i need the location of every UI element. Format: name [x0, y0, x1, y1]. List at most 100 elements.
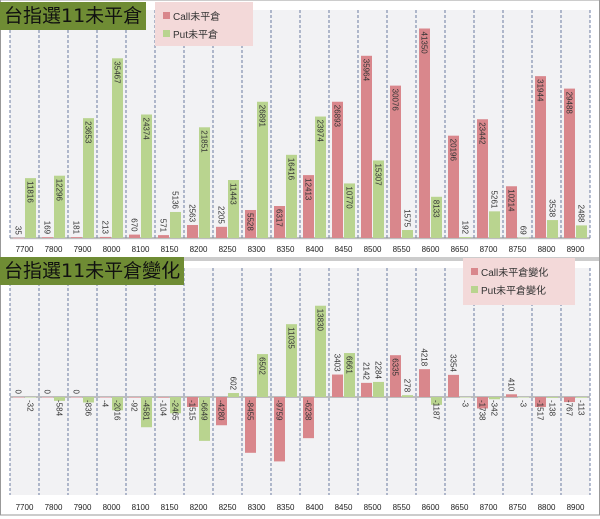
call-data-label: 23442	[478, 122, 487, 145]
x-tick-label: 8100	[132, 503, 150, 512]
x-tick-label: 8800	[538, 503, 556, 512]
put-data-label: 23974	[316, 120, 325, 143]
x-tick-label: 8100	[132, 245, 150, 254]
call-bar	[419, 28, 430, 239]
call-bar	[535, 397, 546, 408]
put-bar	[344, 183, 355, 238]
call-bar	[42, 397, 53, 398]
x-tick-label: 8900	[567, 245, 585, 254]
put-data-label: 11443	[229, 183, 238, 205]
x-tick-label: 8750	[509, 503, 527, 512]
call-data-label: -104	[159, 400, 168, 417]
put-data-label: 13830	[316, 309, 325, 332]
x-tick-label: 8350	[277, 503, 295, 512]
call-bar	[158, 397, 169, 398]
x-tick-label: 8600	[422, 503, 440, 512]
call-bar	[506, 186, 517, 238]
legend-item-call-change: Call未平倉變化	[471, 262, 567, 280]
call-bar	[245, 397, 256, 453]
call-bar	[448, 135, 459, 238]
call-bar	[390, 355, 401, 397]
x-tick-label: 8450	[335, 503, 353, 512]
x-tick-label: 8550	[393, 245, 411, 254]
x-tick-label: 8200	[190, 503, 208, 512]
put-bar	[199, 397, 210, 441]
put-bar	[518, 397, 529, 398]
put-bar	[83, 118, 94, 238]
call-bar	[216, 226, 227, 238]
put-bar	[83, 397, 94, 403]
put-bar	[547, 220, 558, 238]
put-data-label: 35467	[113, 61, 122, 84]
call-data-label: 26893	[333, 105, 342, 128]
call-bar	[332, 374, 343, 397]
put-bar	[141, 397, 152, 428]
put-bar	[170, 397, 181, 414]
call-swatch-icon	[471, 267, 478, 275]
x-tick-label: 8650	[451, 503, 469, 512]
put-bar	[286, 324, 297, 397]
call-data-label: 20196	[449, 139, 458, 162]
call-data-label: -9759	[275, 400, 284, 421]
call-data-label: 29488	[565, 92, 574, 115]
put-data-label: 11816	[26, 181, 35, 203]
put-data-label: -342	[490, 400, 499, 417]
call-bar	[477, 397, 488, 409]
put-bar	[402, 395, 413, 397]
call-data-label: -4	[101, 400, 110, 408]
call-data-label: 6317	[275, 209, 284, 227]
put-data-label: 24374	[142, 118, 151, 141]
call-bar	[245, 209, 256, 238]
x-tick-label: 7700	[16, 503, 34, 512]
put-data-label: 23653	[84, 121, 93, 144]
legend-label: Put未平倉	[173, 29, 219, 41]
call-bar	[361, 382, 372, 397]
call-data-label: 31944	[536, 79, 545, 102]
call-bar	[158, 235, 169, 238]
put-bar	[141, 114, 152, 238]
put-data-label: 278	[403, 379, 412, 393]
put-data-label: 2488	[577, 205, 586, 223]
x-tick-label: 8300	[248, 245, 266, 254]
call-data-label: -1515	[188, 400, 197, 421]
call-data-label: 12413	[304, 178, 313, 201]
x-tick-label: 8250	[219, 245, 237, 254]
call-data-label: -767	[565, 400, 574, 417]
call-bar	[332, 101, 343, 239]
call-bar	[129, 397, 140, 398]
call-bar	[187, 225, 198, 238]
put-bar	[431, 196, 442, 238]
x-tick-label: 8650	[451, 245, 469, 254]
call-bar	[71, 237, 82, 238]
call-bar	[361, 55, 372, 239]
call-bar	[129, 234, 140, 238]
x-tick-label: 8400	[306, 245, 324, 254]
put-data-label: -2016	[113, 400, 122, 421]
x-tick-label: 8000	[103, 245, 121, 254]
call-data-label: -1517	[536, 400, 545, 421]
call-bar	[100, 397, 111, 398]
call-data-label: -4280	[217, 400, 226, 421]
put-bar	[576, 397, 587, 398]
put-bar	[460, 237, 471, 238]
x-tick-label: 8250	[219, 503, 237, 512]
x-tick-label: 8400	[306, 503, 324, 512]
put-data-label: 6661	[345, 356, 354, 374]
put-bar	[315, 305, 326, 397]
call-data-label: 2205	[217, 206, 226, 224]
put-data-label: 192	[461, 221, 470, 235]
x-tick-label: 8750	[509, 245, 527, 254]
put-bar	[547, 397, 558, 398]
chart1-title: 台指選11未平倉	[0, 2, 147, 30]
chart2-legend: Call未平倉變化 Put未平倉變化	[463, 258, 575, 305]
call-bar	[216, 397, 227, 426]
call-data-label: 3403	[333, 354, 342, 372]
put-bar	[25, 397, 36, 398]
put-bar	[199, 127, 210, 238]
legend-item-put: Put未平倉	[163, 24, 245, 42]
put-bar	[170, 211, 181, 238]
put-data-label: -836	[84, 400, 93, 417]
put-bar	[489, 397, 500, 400]
